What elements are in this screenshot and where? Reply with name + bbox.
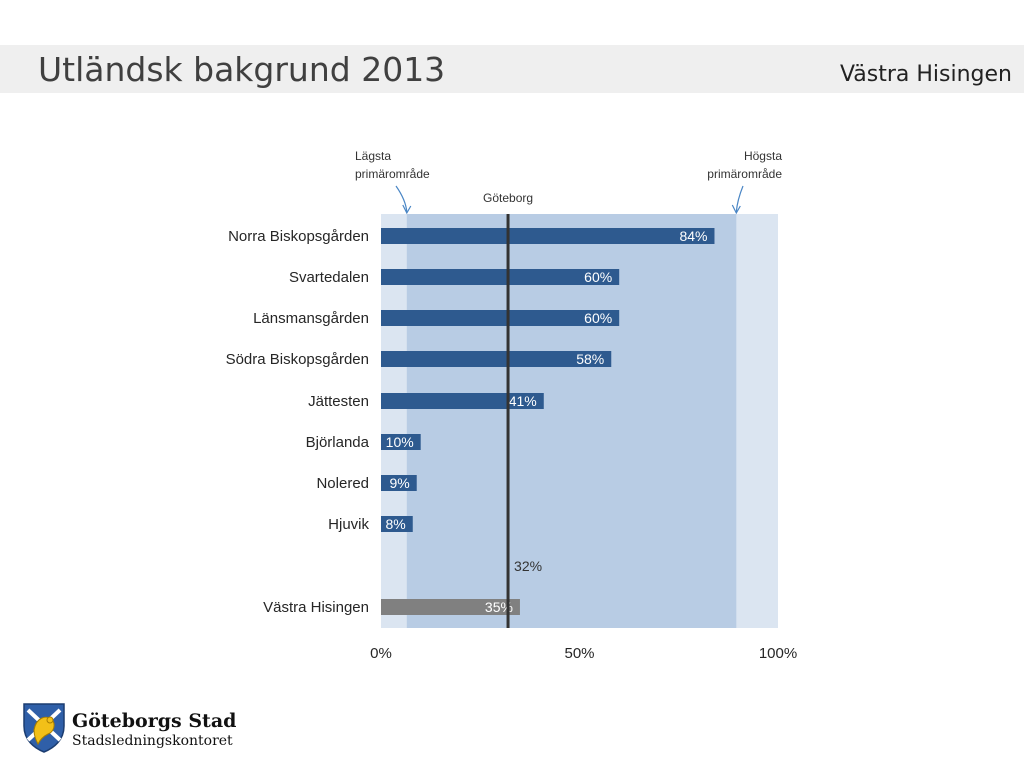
data-label: 9% [389,475,409,491]
category-label: Länsmansgården [253,310,369,327]
annotation-arrow [735,185,744,213]
category-label: Södra Biskopsgården [226,351,369,368]
x-tick-label: 100% [759,645,797,662]
bar [381,269,620,285]
category-label: Jättesten [308,393,369,410]
bar [381,599,520,615]
title-band [0,45,1024,93]
x-tick-label: 0% [370,645,392,662]
data-label: 60% [584,269,612,285]
bar [381,434,421,450]
bar [381,228,715,244]
category-label: Nolered [316,475,369,492]
reference-label: Göteborg [483,191,533,205]
bar [381,516,413,532]
page-subtitle: Västra Hisingen [839,62,1012,87]
reference-value-label: 32% [514,558,542,574]
bar [381,351,612,367]
category-label: Björlanda [306,434,370,451]
data-label: 84% [679,228,707,244]
annotation-label: Lägsta [355,149,391,163]
data-label: 58% [576,351,604,367]
org-unit: Stadsledningskontoret [72,733,233,749]
category-label: Svartedalen [289,269,369,286]
bar [381,393,544,409]
page-title: Utländsk bakgrund 2013 [38,50,446,89]
category-label: Hjuvik [328,516,369,533]
annotation-label: primärområde [707,167,782,181]
category-label: Västra Hisingen [263,599,369,616]
org-name: Göteborgs Stad [72,710,237,732]
data-label: 10% [386,434,414,450]
x-tick-label: 50% [564,645,594,662]
category-label: Norra Biskopsgården [228,228,369,245]
bar [381,475,417,491]
arrow-head-icon [731,204,741,215]
data-label: 60% [584,310,612,326]
data-label: 41% [509,393,537,409]
bar [381,310,620,326]
arrow-head-icon [402,204,412,215]
annotation-label: primärområde [355,167,430,181]
annotation-arrow [395,185,408,213]
data-label: 8% [386,516,406,532]
data-label: 35% [485,599,513,615]
goteborg-crest-icon [23,703,65,753]
annotation-label: Högsta [744,149,782,163]
